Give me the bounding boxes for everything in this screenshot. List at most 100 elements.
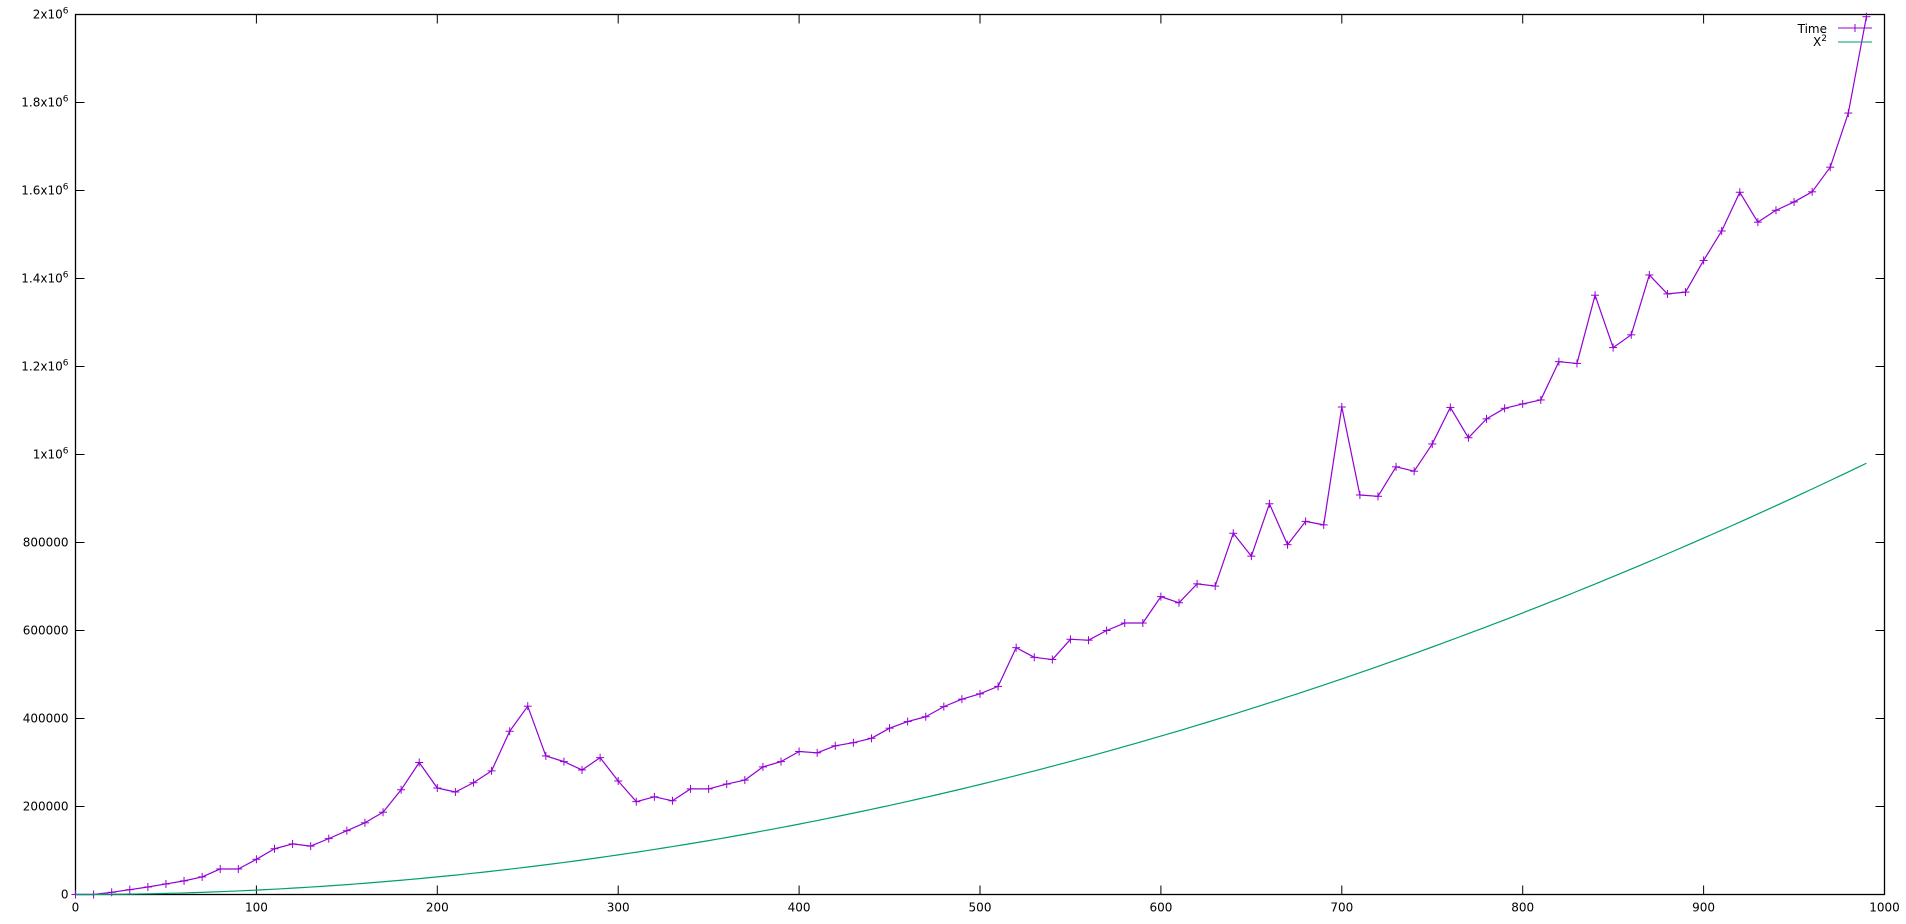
- data-point: [1518, 399, 1527, 408]
- legend: Time X2: [1797, 22, 1872, 49]
- data-point: [125, 885, 134, 894]
- data-point: [1048, 655, 1057, 664]
- data-point: [1790, 197, 1799, 206]
- data-point: [1627, 330, 1636, 339]
- data-point: [686, 784, 695, 793]
- x-tick-label: 900: [1692, 901, 1715, 915]
- series-line-0: [75, 16, 1867, 896]
- y-tick-label: 1.4x106: [21, 271, 68, 286]
- data-point: [813, 748, 822, 757]
- data-point: [740, 776, 749, 785]
- data-point: [559, 757, 568, 766]
- data-point: [342, 826, 351, 835]
- data-point: [1211, 582, 1220, 591]
- data-point: [1826, 163, 1835, 172]
- y-tick-label: 1x106: [33, 447, 69, 462]
- data-point: [1138, 619, 1147, 628]
- y-tick-label: 0: [61, 888, 69, 902]
- data-point: [632, 797, 641, 806]
- data-point: [107, 888, 116, 897]
- data-point: [1410, 467, 1419, 476]
- data-point: [957, 695, 966, 704]
- data-point: [523, 702, 532, 711]
- data-point: [397, 785, 406, 794]
- data-point: [505, 727, 514, 736]
- data-point: [1355, 490, 1364, 499]
- data-point: [831, 741, 840, 750]
- x-tick-label: 100: [245, 901, 268, 915]
- data-point: [1753, 218, 1762, 227]
- y-tick-label: 1.2x106: [21, 359, 68, 374]
- data-point: [1808, 187, 1817, 196]
- data-point: [1699, 256, 1708, 265]
- data-point: [1229, 529, 1238, 538]
- data-point: [668, 796, 677, 805]
- data-point: [885, 724, 894, 733]
- x-axis-ticks: 0 100 200 300 400 500 600 700 800 900 1000: [72, 14, 1900, 915]
- data-point: [1283, 540, 1292, 549]
- data-point: [216, 864, 225, 873]
- legend-label-x2: X2: [1813, 34, 1827, 49]
- data-point: [1591, 291, 1600, 300]
- legend-label-x2-sup: 2: [1821, 34, 1827, 44]
- y-tick-label: 400000: [23, 712, 69, 726]
- data-point: [1572, 359, 1581, 368]
- data-point: [1645, 270, 1654, 279]
- data-point: [1120, 619, 1129, 628]
- series-layer: [71, 12, 1871, 899]
- series-line-1: [75, 462, 1867, 896]
- data-point: [252, 855, 261, 864]
- y-tick-label: 200000: [23, 800, 69, 814]
- data-point: [1536, 395, 1545, 404]
- x-tick-label: 400: [788, 901, 811, 915]
- data-point: [777, 757, 786, 766]
- data-point: [541, 751, 550, 760]
- data-point: [306, 842, 315, 851]
- x-tick-label: 300: [607, 901, 630, 915]
- y-tick-label: 1.6x106: [21, 183, 68, 198]
- data-point: [1554, 357, 1563, 366]
- legend-marker-time: [1851, 24, 1859, 32]
- data-point: [1681, 288, 1690, 297]
- data-point: [1174, 598, 1183, 607]
- legend-label-x2-base: X: [1813, 35, 1821, 49]
- x-tick-label: 1000: [1869, 901, 1900, 915]
- data-point: [867, 734, 876, 743]
- data-point: [614, 776, 623, 785]
- data-point: [1066, 635, 1075, 644]
- data-point: [1482, 414, 1491, 423]
- y-tick-label: 600000: [23, 624, 69, 638]
- data-point: [1392, 462, 1401, 471]
- x-tick-label: 800: [1511, 901, 1534, 915]
- x-tick-label: 600: [1149, 901, 1172, 915]
- data-point: [1102, 626, 1111, 635]
- x-tick-label: 500: [969, 901, 992, 915]
- data-point: [1156, 592, 1165, 601]
- data-point: [1428, 439, 1437, 448]
- data-point: [1030, 653, 1039, 662]
- legend-label-time: Time: [1797, 22, 1827, 36]
- data-point: [288, 839, 297, 848]
- data-point: [1771, 206, 1780, 215]
- data-point: [234, 864, 243, 873]
- legend-plus-icon: [1851, 24, 1859, 32]
- data-point: [270, 844, 279, 853]
- y-tick-label: 2x106: [33, 7, 69, 22]
- data-point: [578, 765, 587, 774]
- data-point: [451, 787, 460, 796]
- data-point: [795, 747, 804, 756]
- data-point: [180, 876, 189, 885]
- x-tick-label: 700: [1330, 901, 1353, 915]
- data-point: [1717, 226, 1726, 235]
- data-point: [849, 738, 858, 747]
- data-point: [1844, 109, 1853, 118]
- data-point: [1464, 433, 1473, 442]
- data-point: [469, 778, 478, 787]
- data-point: [379, 808, 388, 817]
- data-point: [1084, 636, 1093, 645]
- data-point: [596, 753, 605, 762]
- data-point: [1500, 404, 1509, 413]
- data-point: [198, 872, 207, 881]
- y-axis-ticks: 0 200000 400000 600000 800000 1x106 1.2x106 1.4…: [21, 7, 1885, 902]
